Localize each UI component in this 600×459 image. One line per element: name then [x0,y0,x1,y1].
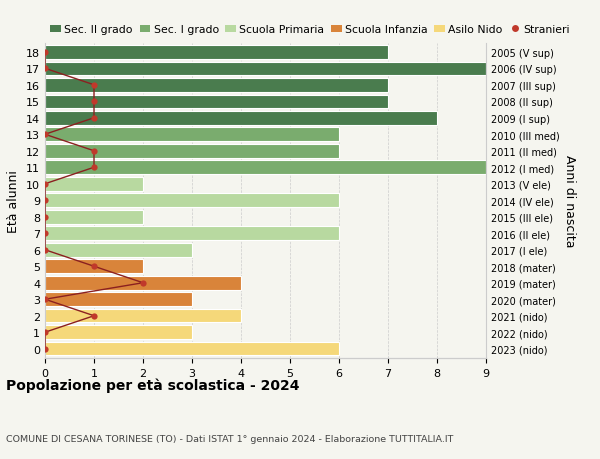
Text: Popolazione per età scolastica - 2024: Popolazione per età scolastica - 2024 [6,378,299,392]
Bar [45,326,192,339]
Bar [45,276,241,290]
Bar [45,145,339,158]
Bar [45,260,143,274]
Bar [45,161,486,174]
Bar [45,79,388,92]
Bar [45,243,192,257]
Y-axis label: Anni di nascita: Anni di nascita [563,155,576,247]
Bar [45,194,339,207]
Bar [45,62,486,76]
Bar [45,112,437,125]
Bar [45,46,388,59]
Text: COMUNE DI CESANA TORINESE (TO) - Dati ISTAT 1° gennaio 2024 - Elaborazione TUTTI: COMUNE DI CESANA TORINESE (TO) - Dati IS… [6,434,454,443]
Bar [45,211,143,224]
Y-axis label: Età alunni: Età alunni [7,169,20,232]
Legend: Sec. II grado, Sec. I grado, Scuola Primaria, Scuola Infanzia, Asilo Nido, Stran: Sec. II grado, Sec. I grado, Scuola Prim… [50,25,569,35]
Bar [45,309,241,323]
Bar [45,293,192,306]
Bar [45,342,339,356]
Bar [45,227,339,241]
Bar [45,178,143,191]
Bar [45,95,388,109]
Bar [45,128,339,142]
